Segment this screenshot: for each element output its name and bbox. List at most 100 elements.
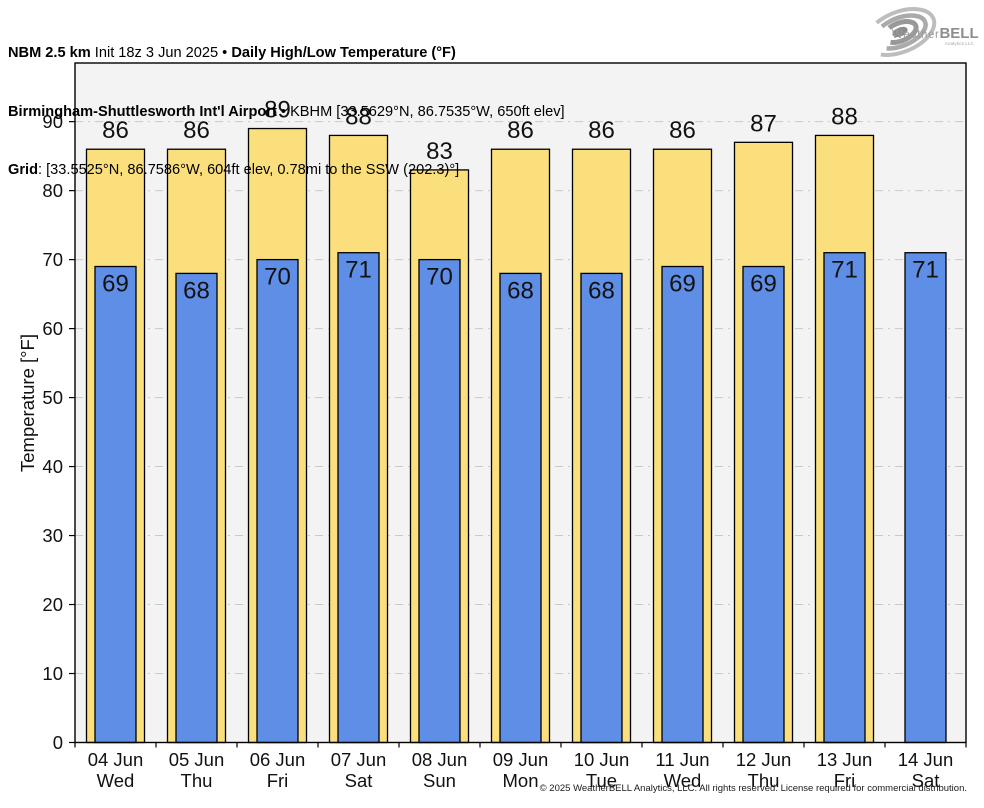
x-tick-label: 04 Jun	[88, 749, 144, 770]
y-tick-label: 0	[53, 732, 63, 753]
low-bar	[904, 252, 947, 744]
weatherbell-logo: WeatherBELL Analytics LLC	[863, 7, 979, 57]
x-tick-day-label: Thu	[748, 770, 780, 791]
bar-group: 87 69	[733, 110, 794, 744]
high-value-label: 86	[588, 117, 615, 144]
bar-group: 88 71	[814, 103, 875, 744]
bar-group: 71	[904, 252, 947, 744]
low-value-label: 69	[750, 271, 777, 298]
x-tick-day-label: Tue	[586, 770, 617, 791]
station-coordinates: • KBHM [33.5629°N, 86.7535°W, 650ft elev…	[276, 103, 565, 120]
x-tick-day-label: Wed	[664, 770, 702, 791]
high-value-label: 86	[102, 117, 129, 144]
y-tick-label: 40	[42, 456, 63, 477]
y-tick-label: 20	[42, 594, 63, 615]
low-value-label: 68	[183, 277, 210, 304]
init-time: Init 18z 3 Jun 2025 •	[90, 45, 232, 61]
high-value-label: 86	[669, 117, 696, 144]
low-value-label: 68	[588, 277, 615, 304]
y-tick-label: 10	[42, 663, 63, 684]
low-bar	[337, 252, 380, 744]
copyright-notice: © 2025 WeatherBELL Analytics, LLC. All r…	[539, 783, 967, 794]
low-bar	[94, 265, 137, 744]
high-value-label: 86	[507, 117, 534, 144]
x-tick-day-label: Sun	[423, 770, 456, 791]
swirl-inner	[881, 19, 919, 45]
hurricane-swirl-icon	[863, 7, 937, 57]
swirl-eye	[892, 26, 908, 38]
station-name: Birmingham-Shuttlesworth Int'l Airport	[8, 103, 277, 120]
plot-frame	[74, 62, 967, 744]
grid-coordinates: : [33.5525°N, 86.7586°W, 604ft elev, 0.7…	[38, 162, 460, 178]
high-value-label: 89	[264, 97, 291, 124]
low-value-label: 71	[831, 257, 858, 284]
high-value-label: 87	[750, 110, 777, 137]
x-tick-day-label: Fri	[267, 770, 289, 791]
low-value-label: 71	[345, 257, 372, 284]
grid-label: Grid	[8, 162, 38, 178]
low-value-label: 70	[264, 264, 291, 291]
x-tick-label: 07 Jun	[331, 749, 387, 770]
x-tick-day-label: Fri	[834, 770, 856, 791]
logo-text-bell: BELL	[939, 25, 978, 42]
y-tick-label: 60	[42, 318, 63, 339]
header-line-1: NBM 2.5 km Init 18z 3 Jun 2025 • Daily H…	[8, 44, 565, 64]
y-tick-label: 50	[42, 387, 63, 408]
logo-text: WeatherBELL	[892, 25, 979, 42]
y-tick-label: 30	[42, 525, 63, 546]
low-bar	[418, 258, 461, 744]
header-line-2: Birmingham-Shuttlesworth Int'l Airport •…	[8, 103, 565, 123]
x-tick-day-label: Sat	[912, 770, 940, 791]
low-value-label: 70	[426, 264, 453, 291]
x-tick-label: 09 Jun	[493, 749, 549, 770]
y-tick-label: 80	[42, 180, 63, 201]
bar-group: 86 69	[652, 117, 713, 744]
bar-group: 86 68	[166, 117, 227, 744]
low-bar	[175, 272, 218, 744]
y-axis-title: Temperature [°F]	[17, 334, 38, 472]
bar-group: 86 69	[85, 117, 146, 744]
chart-title: Daily High/Low Temperature (°F)	[231, 45, 456, 61]
x-tick-label: 13 Jun	[817, 749, 873, 770]
x-tick-label: 14 Jun	[898, 749, 954, 770]
high-value-label: 83	[426, 138, 453, 165]
low-value-label: 69	[669, 271, 696, 298]
x-tick-day-label: Wed	[97, 770, 135, 791]
low-value-label: 69	[102, 271, 129, 298]
logo-subtext: Analytics LLC	[945, 41, 975, 47]
low-bar	[256, 258, 299, 744]
low-bar	[580, 272, 623, 744]
swirl-outer	[863, 7, 937, 57]
low-bar	[742, 265, 785, 744]
model-name: NBM 2.5 km	[8, 45, 91, 61]
low-bar	[823, 252, 866, 744]
y-tick-label: 90	[42, 111, 63, 132]
high-value-label: 86	[183, 117, 210, 144]
bar-group: 88 71	[328, 103, 389, 744]
high-value-label: 88	[831, 103, 858, 130]
logo-text-weather: Weather	[892, 29, 939, 41]
x-tick-label: 06 Jun	[250, 749, 306, 770]
low-bar	[661, 265, 704, 744]
x-tick-day-label: Thu	[181, 770, 213, 791]
chart-header: NBM 2.5 km Init 18z 3 Jun 2025 • Daily H…	[8, 5, 565, 220]
x-tick-day-label: Sat	[345, 770, 373, 791]
swirl-middle	[872, 13, 928, 51]
low-value-label: 68	[507, 277, 534, 304]
high-value-label: 88	[345, 103, 372, 130]
x-tick-label: 10 Jun	[574, 749, 630, 770]
bar-group: 83 70	[409, 138, 470, 744]
bar-group: 89 70	[247, 97, 308, 744]
bar-group: 86 68	[571, 117, 632, 744]
x-tick-label: 05 Jun	[169, 749, 225, 770]
low-value-label: 71	[912, 257, 939, 284]
y-tick-label: 70	[42, 249, 63, 270]
x-tick-label: 12 Jun	[736, 749, 792, 770]
x-tick-label: 08 Jun	[412, 749, 468, 770]
x-tick-label: 11 Jun	[655, 749, 709, 770]
header-line-3: Grid: [33.5525°N, 86.7586°W, 604ft elev,…	[8, 161, 565, 181]
low-bar	[499, 272, 542, 744]
x-tick-day-label: Mon	[503, 770, 539, 791]
